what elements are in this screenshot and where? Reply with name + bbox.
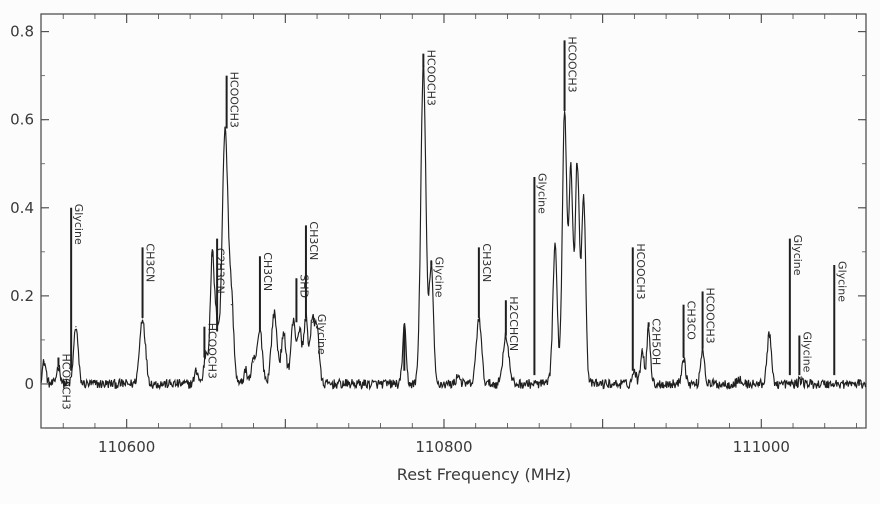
spectral-peak: [430, 264, 432, 266]
y-tick-label: 0: [24, 375, 34, 393]
line-label: C2H5OH: [650, 318, 663, 365]
spectral-peak: [305, 317, 307, 319]
line-label: CH3CO: [685, 301, 698, 341]
spectral-peak: [738, 378, 740, 381]
spectral-peak: [633, 370, 635, 372]
x-tick-label: 111000: [733, 438, 790, 456]
x-axis-label: Rest Frequency (MHz): [397, 465, 571, 484]
spectral-peak: [195, 370, 198, 372]
line-label: Glycine: [835, 261, 848, 302]
spectral-peak: [582, 193, 585, 196]
line-label: CH3CN: [261, 252, 274, 291]
line-label: HCOOCH3: [634, 243, 647, 299]
x-tick-label: 110600: [98, 438, 155, 456]
line-label: Glycine: [791, 235, 804, 276]
spectral-peak: [141, 317, 144, 319]
spectral-peak: [311, 321, 313, 323]
line-label: HCOOCH3: [704, 287, 717, 343]
spectral-peak: [422, 66, 424, 68]
spectral-peak: [648, 326, 650, 328]
spectral-peak: [273, 312, 275, 315]
line-label: Glycine: [72, 204, 85, 245]
line-label: SHD: [297, 274, 310, 298]
spectral-peak: [403, 326, 405, 328]
spectral-peak: [299, 330, 301, 332]
y-tick-label: 0.8: [10, 23, 34, 41]
line-label: CH3CN: [144, 243, 157, 282]
spectral-peak: [800, 378, 802, 381]
plot-frame: [40, 13, 867, 429]
line-label: HCOOCH3: [228, 72, 241, 128]
spectral-peak: [216, 330, 218, 332]
spectral-peak: [768, 334, 770, 337]
spectral-peak: [211, 255, 213, 257]
spectral-peak: [245, 370, 247, 372]
spectral-peak: [570, 171, 572, 174]
line-label: HCOOCH3: [424, 50, 437, 106]
line-label: H2CCHCN: [507, 296, 520, 351]
line-label: CH3CN: [307, 221, 320, 260]
line-label: HCOOCH3: [566, 36, 579, 92]
trace-layer: [40, 64, 867, 391]
spectral-peak: [230, 304, 232, 306]
y-tick-label: 0.4: [10, 199, 34, 217]
x-tick-label: 110800: [415, 438, 472, 456]
line-label: Glycine: [315, 314, 328, 355]
spectral-peak: [43, 361, 45, 363]
spectral-peak: [563, 110, 566, 112]
spectrum-trace: [40, 64, 867, 391]
spectral-peak: [252, 361, 255, 363]
spectral-peak: [641, 348, 643, 350]
spectral-peak: [554, 246, 556, 249]
line-label: Glycine: [800, 332, 813, 373]
spectral-peak: [701, 348, 704, 350]
axes-layer: 0 0.2 0.4 0.6 0.8 110600 110800 111000: [10, 13, 867, 456]
spectral-peak: [283, 334, 285, 337]
spectral-peak: [478, 317, 480, 319]
spectral-peak: [224, 127, 226, 130]
spectral-peak: [259, 330, 261, 332]
spectral-peak: [75, 326, 77, 328]
spectral-peak: [457, 374, 459, 376]
spectral-peak: [505, 334, 507, 337]
spectral-peak: [576, 163, 578, 165]
line-label: C2H3CN: [213, 248, 226, 294]
y-tick-label: 0.6: [10, 111, 34, 129]
y-tick-label: 0.2: [10, 287, 34, 305]
line-label: Glycine: [432, 257, 445, 298]
line-label: CH3CN: [480, 243, 493, 282]
line-label: HCOOCH3: [205, 323, 218, 379]
spectral-peak: [205, 352, 207, 354]
annotation-layer: HCOOCH3 Glycine CH3CN HCOOCH3 C2H3CN HCOOCH3 C…: [57, 36, 848, 410]
spectral-peak: [292, 321, 294, 323]
spectral-peak: [57, 365, 60, 367]
spectral-peak: [682, 356, 685, 359]
spectral-peak: [316, 326, 318, 328]
line-label: Glycine: [535, 173, 548, 214]
